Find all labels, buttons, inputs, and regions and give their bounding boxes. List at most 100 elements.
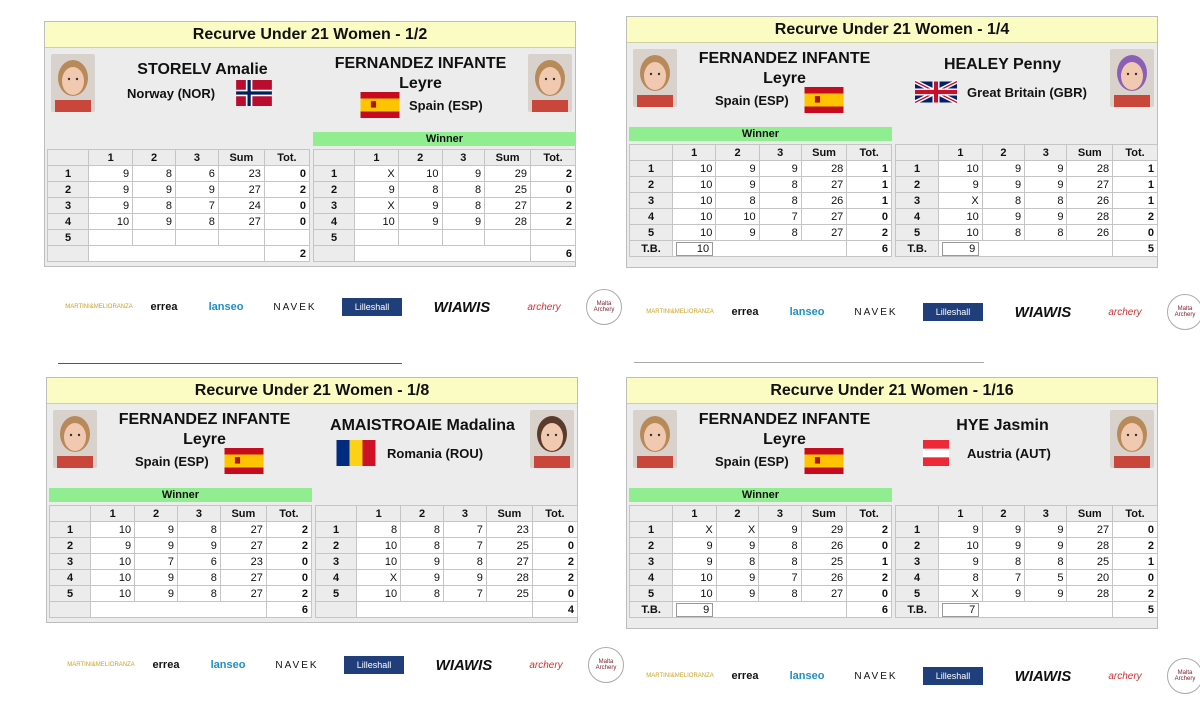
column-header: 2 bbox=[397, 149, 443, 166]
athlete-full-name: STORELV Amalie bbox=[137, 61, 268, 78]
arrow-score: 8 bbox=[1024, 192, 1068, 209]
end-number: 4 bbox=[894, 208, 940, 225]
end-row: 1 10 9 8 27 2 bbox=[48, 521, 313, 538]
set-points: 0 bbox=[263, 165, 311, 182]
column-header: 1 bbox=[672, 505, 717, 522]
end-number: 2 bbox=[46, 181, 90, 198]
arrow-score: 7 bbox=[758, 569, 802, 586]
arrow-score: 9 bbox=[397, 213, 443, 230]
tiebreak-label: T.B. bbox=[628, 601, 674, 618]
athlete-name: STORELV Amalie bbox=[99, 60, 306, 80]
arrow-score: 10 bbox=[938, 208, 983, 225]
arrow-score: 9 bbox=[132, 181, 177, 198]
end-sum bbox=[484, 229, 531, 246]
athlete-given-name: Leyre bbox=[399, 75, 442, 92]
set-points: 0 bbox=[263, 213, 311, 230]
end-number: 2 bbox=[628, 537, 674, 554]
end-number: 1 bbox=[894, 160, 940, 177]
arrow-score: 10 bbox=[356, 585, 402, 602]
end-number: 3 bbox=[628, 192, 674, 209]
athlete-name: FERNANDEZ INFANTE Leyre bbox=[681, 410, 888, 450]
end-number: 5 bbox=[314, 585, 358, 602]
end-number: 3 bbox=[312, 197, 356, 214]
final-score: 2 bbox=[263, 245, 311, 262]
arrow-score: 10 bbox=[90, 569, 136, 586]
end-number: 4 bbox=[628, 208, 674, 225]
scoresheet-table: 1 2 3 Sum Tot. 1 X 10 9 29 2 2 9 8 8 25 0 3 X 9 8 27 2 4 10 9 9 28 2… bbox=[312, 149, 577, 262]
end-row: 2 9 8 8 25 0 bbox=[312, 181, 577, 198]
errea-logo: errea bbox=[731, 306, 759, 318]
flag-icon bbox=[915, 79, 957, 105]
end-number: 3 bbox=[48, 553, 92, 570]
end-number: 5 bbox=[628, 585, 674, 602]
wiawis-logo: WIAWIS bbox=[1014, 303, 1072, 321]
end-number: 2 bbox=[894, 176, 940, 193]
arrow-score: 9 bbox=[672, 553, 717, 570]
lanseo-logo: lanseo bbox=[789, 306, 825, 318]
archery-logo: archery bbox=[529, 659, 563, 671]
arrow-score: 6 bbox=[177, 553, 221, 570]
arrow-score bbox=[441, 229, 486, 246]
section-divider bbox=[634, 362, 984, 363]
athlete-name: FERNANDEZ INFANTE Leyre bbox=[101, 410, 308, 450]
match-title: Recurve Under 21 Women - 1/4 bbox=[627, 17, 1157, 43]
navek-logo: NAVEK bbox=[273, 301, 317, 313]
end-row: 1 X 10 9 29 2 bbox=[312, 165, 577, 182]
set-points: 1 bbox=[846, 192, 892, 209]
athlete-photo bbox=[53, 410, 97, 468]
navek-logo: NAVEK bbox=[275, 659, 319, 671]
archery-logo: archery bbox=[527, 301, 561, 313]
end-number: 5 bbox=[46, 229, 90, 246]
final-score: 4 bbox=[531, 601, 579, 618]
set-points bbox=[263, 229, 311, 246]
column-header: 2 bbox=[132, 149, 177, 166]
set-points: 1 bbox=[1112, 192, 1158, 209]
arrow-score bbox=[88, 229, 134, 246]
set-points: 2 bbox=[265, 585, 313, 602]
column-header: 3 bbox=[758, 144, 802, 161]
arrow-score: 9 bbox=[938, 553, 983, 570]
athlete-given-name: Leyre bbox=[763, 431, 806, 448]
end-number: 1 bbox=[628, 160, 674, 177]
set-points: 0 bbox=[846, 585, 892, 602]
end-row: 1 10 9 9 28 1 bbox=[628, 160, 892, 177]
column-header: Tot. bbox=[846, 505, 892, 522]
end-row: 4 X 9 9 28 2 bbox=[314, 569, 579, 586]
set-points: 2 bbox=[265, 521, 313, 538]
arrow-score: 9 bbox=[981, 160, 1026, 177]
end-sum: 27 bbox=[800, 224, 848, 241]
right-athlete-section: FERNANDEZ INFANTE Leyre Spain (ESP) Winner 1… bbox=[312, 48, 577, 262]
final-score: 5 bbox=[1112, 240, 1158, 257]
malta-archery-logo: Malta Archery bbox=[586, 289, 622, 325]
arrow-score: 8 bbox=[758, 224, 802, 241]
arrow-score: 9 bbox=[90, 537, 136, 554]
arrow-score: 9 bbox=[400, 569, 445, 586]
arrow-score bbox=[175, 229, 219, 246]
end-row: 5 X 9 9 28 2 bbox=[894, 585, 1158, 602]
set-points: 1 bbox=[1112, 160, 1158, 177]
final-row: T.B. 9 5 bbox=[894, 240, 1158, 257]
end-sum: 26 bbox=[800, 537, 848, 554]
athlete-header: FERNANDEZ INFANTE Leyre Spain (ESP) bbox=[313, 48, 576, 118]
athlete-surname: FERNANDEZ INFANTE bbox=[334, 55, 507, 72]
arrow-score: 10 bbox=[672, 224, 717, 241]
set-points: 2 bbox=[529, 165, 577, 182]
athlete-photo bbox=[530, 410, 574, 468]
sponsor-strip: MARTINI&MELIORANZA errea lanseo NAVEK Lilles… bbox=[646, 656, 1200, 696]
column-header bbox=[894, 144, 940, 161]
scoresheet-table: 1 2 3 Sum Tot. 1 X X 9 29 2 2 9 9 8 26 0 3 9 8 8 25 1 4 10 9 7 26 2 5… bbox=[628, 505, 892, 618]
arrow-score: 10 bbox=[356, 537, 402, 554]
arrow-score: 9 bbox=[758, 521, 802, 538]
set-points: 2 bbox=[846, 521, 892, 538]
lanseo-logo: lanseo bbox=[789, 670, 825, 682]
sponsor-strip: MARTINI&MELIORANZA errea lanseo NAVEK Lilles… bbox=[67, 645, 624, 685]
left-athlete-section: STORELV Amalie Norway (NOR) 1 2 3 Sum Tot. 1 9 8 6… bbox=[46, 48, 311, 262]
arrow-score: 8 bbox=[177, 521, 221, 538]
arrow-score: 8 bbox=[400, 585, 445, 602]
end-sum: 20 bbox=[1066, 569, 1114, 586]
country-label: Great Britain (GBR) bbox=[967, 85, 1087, 100]
end-number: 3 bbox=[46, 197, 90, 214]
match-title: Recurve Under 21 Women - 1/8 bbox=[47, 378, 577, 404]
end-number: 4 bbox=[314, 569, 358, 586]
end-row: 2 10 9 9 28 2 bbox=[894, 537, 1158, 554]
